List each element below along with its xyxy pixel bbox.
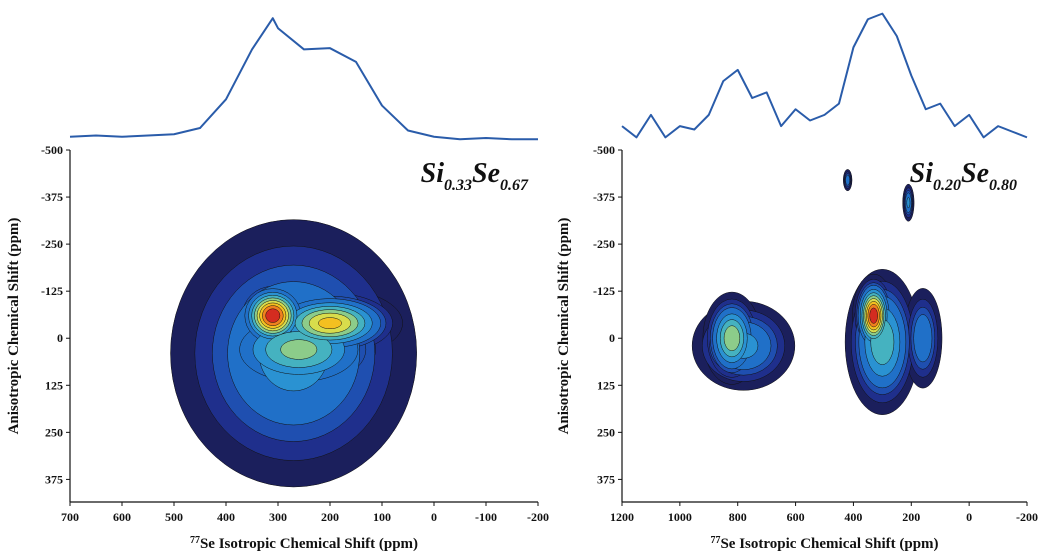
x-tick-label: 500 [165, 510, 183, 524]
y-tick-label: -500 [41, 143, 63, 157]
title-text: Si [421, 158, 445, 189]
x-tick-label: -200 [527, 510, 549, 524]
panel: 1200 1000 800 600 400 200 0 -200 -500 -375 -250 -12… [556, 12, 1038, 552]
y-tick-label: 250 [597, 425, 615, 439]
x-tick-label: -100 [475, 510, 497, 524]
y-tick-label: 0 [57, 331, 63, 345]
title-subscript: 0.20 [933, 177, 961, 194]
y-tick-label: -250 [593, 237, 615, 251]
contour-level [280, 339, 318, 360]
contour-level [318, 317, 342, 330]
x-label-sup: 77 [190, 535, 200, 546]
x-tick-label: -200 [1016, 510, 1038, 524]
y-tick-label: -375 [41, 190, 63, 204]
title-subscript: 0.67 [500, 177, 529, 194]
contour-level [845, 174, 850, 186]
title-text: Se [472, 158, 500, 189]
y-tick-label: -500 [593, 143, 615, 157]
x-tick-label: 600 [113, 510, 131, 524]
x-tick-label: 400 [217, 510, 235, 524]
y-tick-label: 0 [609, 331, 615, 345]
x-tick-label: 1200 [610, 510, 634, 524]
y-tick-label: -250 [41, 237, 63, 251]
y-tick-label: 375 [597, 472, 615, 486]
contour-level [723, 325, 741, 351]
y-tick-label: -375 [593, 190, 615, 204]
y-axis-label: Anisotropic Chemical Shift (ppm) [6, 218, 22, 435]
y-tick-label: -125 [41, 284, 63, 298]
contours [170, 219, 417, 488]
x-label-sup: 77 [710, 535, 720, 546]
y-axis-label: Anisotropic Chemical Shift (ppm) [556, 218, 572, 435]
title-subscript: 0.33 [444, 177, 472, 194]
x-tick-label: 300 [269, 510, 287, 524]
x-tick-label: 700 [61, 510, 79, 524]
x-tick-label: 0 [431, 510, 437, 524]
x-label-text: Se Isotropic Chemical Shift (ppm) [200, 536, 418, 552]
projection-line [69, 17, 538, 141]
x-tick-label: 200 [902, 510, 920, 524]
x-axis-label: 77Se Isotropic Chemical Shift (ppm) [190, 535, 418, 552]
contour-level [869, 307, 878, 324]
contours [691, 169, 943, 415]
panel: 700 600 500 400 300 200 100 0 -100 -200 -500 -375 -2… [6, 17, 549, 552]
contour-level [906, 197, 911, 209]
contour-level [913, 314, 933, 363]
x-label-text: Se Isotropic Chemical Shift (ppm) [720, 536, 938, 552]
x-tick-label: 100 [373, 510, 391, 524]
panel-title: Si0.33Se0.67 [421, 158, 529, 194]
y-tick-label: -125 [593, 284, 615, 298]
x-tick-label: 1000 [668, 510, 692, 524]
y-tick-label: 125 [45, 378, 63, 392]
panel-title: Si0.20Se0.80 [910, 158, 1017, 194]
title-text: Se [961, 158, 989, 189]
x-axis-label: 77Se Isotropic Chemical Shift (ppm) [710, 535, 938, 552]
y-tick-label: 250 [45, 425, 63, 439]
x-tick-label: 200 [321, 510, 339, 524]
y-tick-label: 125 [597, 378, 615, 392]
contour-level [265, 308, 281, 323]
x-tick-label: 800 [729, 510, 747, 524]
projection-line [621, 12, 1028, 139]
x-tick-label: 600 [787, 510, 805, 524]
title-subscript: 0.80 [989, 177, 1017, 194]
x-tick-label: 400 [844, 510, 862, 524]
y-tick-label: 375 [45, 472, 63, 486]
title-text: Si [910, 158, 934, 189]
x-tick-label: 0 [966, 510, 972, 524]
